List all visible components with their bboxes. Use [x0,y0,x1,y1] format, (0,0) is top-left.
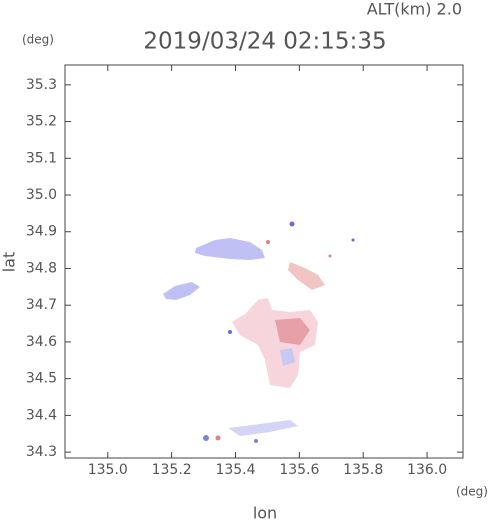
chart-subtitle: ALT(km) 2.0 [367,0,462,19]
y-tick-label: 35.0 [26,187,57,203]
chart-title: 2019/03/24 02:15:35 [143,29,386,55]
y-tick-label: 34.9 [26,224,57,240]
x-axis-label: lon [253,504,277,521]
y-tick-label: 34.6 [26,334,57,350]
radar-echo [163,221,355,443]
x-tick-label: 135.8 [343,462,383,478]
y-tick-label: 34.7 [26,297,57,313]
y-tick-label: 34.4 [26,407,57,423]
x-tick-label: 135.0 [88,462,128,478]
y-tick-label: 35.2 [26,114,57,130]
y-tick-label: 35.3 [26,77,57,93]
x-tick-label: 135.6 [279,462,319,478]
y-tick-label: 35.1 [26,150,57,166]
y-unit: (deg) [22,33,54,47]
x-tick-label: 135.2 [152,462,192,478]
x-tick-label: 135.4 [215,462,255,478]
y-axis-label: lat [0,252,19,273]
plot-frame [64,64,464,459]
x-tick-label: 136.0 [407,462,447,478]
y-tick-label: 34.3 [26,444,57,460]
y-tick-label: 34.8 [26,260,57,276]
x-unit: (deg) [456,485,488,499]
y-tick-label: 34.5 [26,371,57,387]
